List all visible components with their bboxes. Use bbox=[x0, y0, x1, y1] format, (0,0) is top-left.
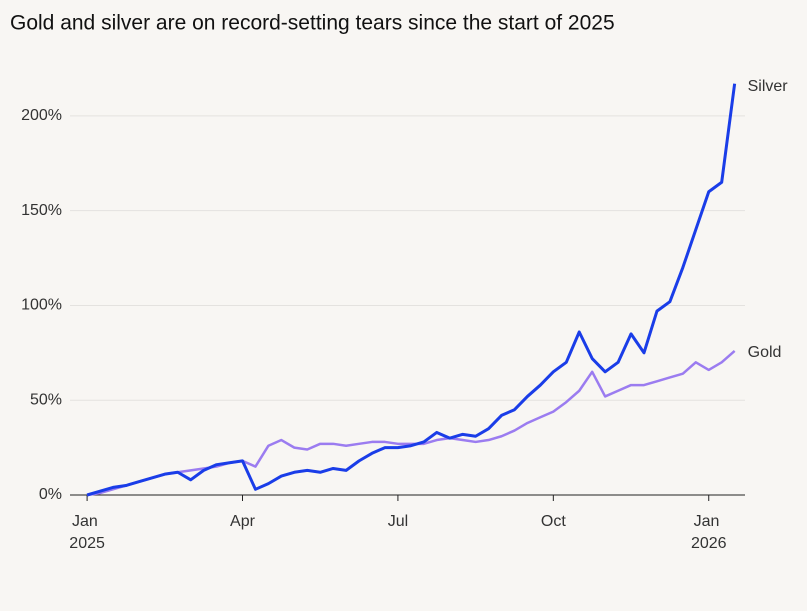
x-tick-label: Oct bbox=[541, 513, 566, 530]
y-tick-label: 50% bbox=[30, 391, 62, 408]
y-tick-label: 200% bbox=[21, 107, 62, 124]
x-tick-label: Jan 2026 bbox=[691, 513, 727, 552]
x-tick-label: Jul bbox=[388, 513, 408, 530]
y-tick-label: 100% bbox=[21, 297, 62, 314]
y-tick-label: 150% bbox=[21, 202, 62, 219]
x-tick-label: Apr bbox=[230, 513, 256, 530]
series-label: Silver bbox=[748, 78, 789, 95]
y-tick-label: 0% bbox=[39, 486, 62, 503]
series-label: Gold bbox=[748, 344, 782, 361]
chart-title: Gold and silver are on record-setting te… bbox=[10, 12, 615, 35]
x-tick-label: Jan 2025 bbox=[69, 513, 105, 552]
series-line bbox=[86, 83, 737, 497]
series-line bbox=[86, 350, 736, 497]
